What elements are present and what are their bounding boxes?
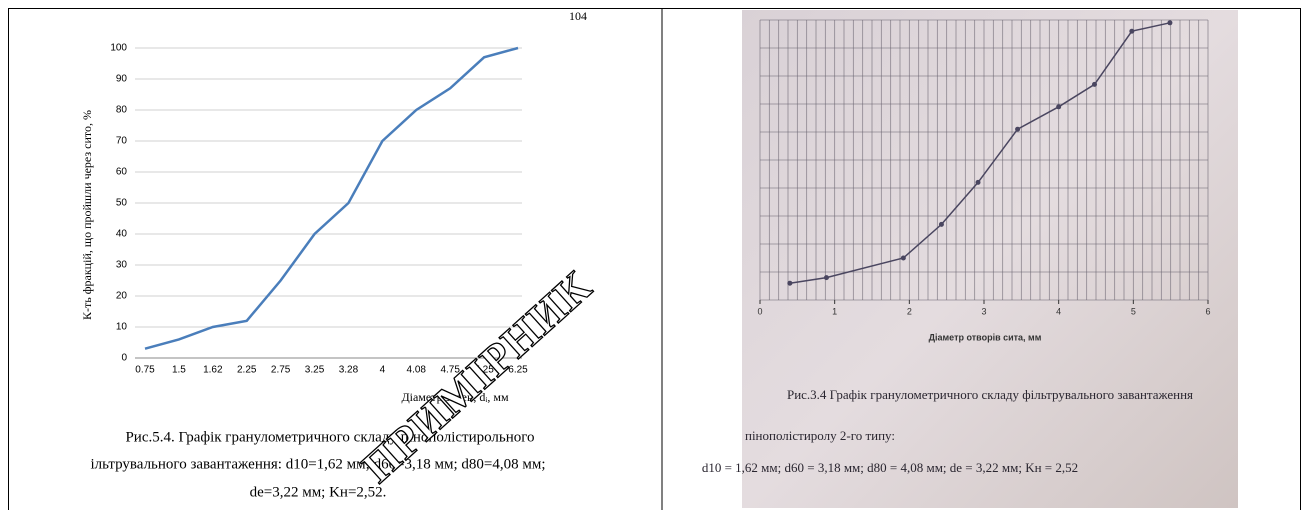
y-tick-label: 60 [116,167,128,178]
data-point [1129,29,1134,34]
data-point [1056,104,1061,109]
caption-line: ільтрувального завантаження: d10=1,62 мм… [90,456,545,472]
data-point [976,180,981,185]
data-point [1092,82,1097,87]
x-tick-label: 1.5 [172,365,186,376]
y-tick-label: 50 [116,198,128,209]
caption-line: de=3,22 мм; Kн=2,52. [250,484,387,500]
x-tick-label: 0.75 [135,365,155,376]
data-line [145,48,518,349]
y-tick-label: 40 [116,229,128,240]
x-tick-label: 5 [1131,306,1136,316]
page-number: 104 [569,9,587,23]
data-point [1015,127,1020,132]
x-tick-label: 6 [1205,306,1210,316]
x-tick-label: 1.62 [203,365,223,376]
page: {"page_number": "104", "watermark": "ПРИ… [0,0,1310,510]
x-tick-label: 3.28 [339,365,359,376]
y-tick-label: 10 [116,322,128,333]
x-tick-label: 4.08 [407,365,427,376]
y-tick-label: 70 [116,136,128,147]
caption-line: пінополістиролу 2-го типу: [745,428,895,443]
document: 104 01020304050607080901000.751.51.622.2… [0,0,1310,510]
data-point [939,222,944,227]
y-tick-label: 80 [116,105,128,116]
x-tick-label: 3 [981,306,986,316]
caption-line: Рис.3.4 Графік гранулометричного складу … [787,387,1193,402]
y-tick-label: 100 [110,43,127,54]
x-tick-label: 0 [757,306,762,316]
y-tick-label: 90 [116,74,128,85]
x-tick-label: 2.75 [271,365,291,376]
y-tick-label: 0 [121,353,127,364]
data-point [787,281,792,286]
data-point [824,275,829,280]
x-tick-label: 4 [1056,306,1061,316]
y-tick-label: 20 [116,291,128,302]
x-tick-label: 2 [907,306,912,316]
x-tick-label: 4 [380,365,386,376]
caption-line: d10 = 1,62 мм; d60 = 3,18 мм; d80 = 4,08… [702,460,1078,475]
caption-line: Рис.5.4. Графік гранулометричного складу… [125,429,534,445]
x-axis-label: Діаметр отворів сита, мм [929,332,1042,342]
x-tick-label: 1 [832,306,837,316]
x-tick-label: 2.25 [237,365,257,376]
y-tick-label: 30 [116,260,128,271]
x-tick-label: 3.25 [305,365,325,376]
y-axis-label: К-ть фракцій, що пройшли через сито, % [80,110,94,320]
data-point [901,256,906,261]
data-point [1167,20,1172,25]
